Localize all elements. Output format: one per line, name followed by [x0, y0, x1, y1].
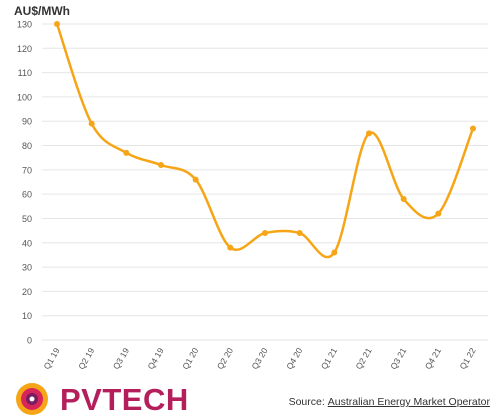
y-tick-label: 70 — [22, 165, 32, 175]
source-prefix: Source: — [288, 396, 325, 408]
data-point — [470, 125, 476, 132]
y-tick-label: 60 — [22, 190, 32, 200]
data-point — [192, 176, 199, 183]
x-tick-label: Q1 22 — [457, 346, 477, 371]
data-point — [88, 120, 95, 127]
y-tick-label: 130 — [17, 20, 32, 30]
x-tick-label: Q4 21 — [423, 346, 443, 371]
y-tick-label: 100 — [17, 92, 32, 102]
logo-text: PVTECH — [60, 382, 189, 417]
y-tick-label: 110 — [18, 68, 32, 78]
data-point — [400, 196, 407, 203]
logo-mark-icon — [16, 383, 48, 415]
x-tick-label: Q3 21 — [388, 346, 408, 371]
data-point — [435, 210, 442, 217]
data-point — [54, 21, 60, 27]
line-chart: 0 10 20 30 40 50 60 70 80 90 100 110 120 130 Q1 19 Q2 1… — [17, 20, 488, 371]
y-tick-label: 80 — [22, 141, 32, 151]
data-point — [331, 249, 338, 256]
y-tick-label: 120 — [17, 44, 32, 54]
x-tick-label: Q3 19 — [111, 346, 131, 371]
x-tick-label: Q3 20 — [249, 346, 269, 371]
y-tick-label: 20 — [22, 287, 32, 297]
x-tick-label: Q4 20 — [284, 346, 304, 371]
y-axis-title: AU$/MWh — [14, 4, 70, 18]
footer: PVTECH Source: Australian Energy Market O… — [0, 378, 500, 419]
y-tick-label: 50 — [22, 214, 32, 224]
x-tick-label: Q2 20 — [215, 346, 235, 371]
x-tick-label: Q2 19 — [76, 346, 96, 371]
y-tick-label: 90 — [22, 117, 32, 127]
y-tick-label: 30 — [22, 263, 32, 273]
pvtech-logo: PVTECH — [12, 380, 188, 417]
x-tick-label: Q4 19 — [145, 346, 165, 371]
x-tick-label: Q1 19 — [41, 346, 61, 371]
source-link[interactable]: Australian Energy Market Operator — [327, 396, 490, 408]
data-point — [123, 149, 130, 156]
data-point — [227, 244, 234, 251]
data-point — [296, 230, 303, 237]
y-tick-label: 40 — [22, 238, 32, 248]
series-line — [55, 23, 475, 259]
data-point — [262, 230, 268, 237]
y-tick-label: 0 — [27, 336, 32, 346]
x-tick-label: Q1 20 — [180, 346, 200, 371]
source-note: Source: Australian Energy Market Operator — [289, 396, 490, 408]
data-point — [158, 161, 164, 168]
x-tick-label: Q2 21 — [353, 346, 373, 371]
y-tick-label: 10 — [22, 311, 32, 321]
data-point — [366, 130, 372, 137]
x-tick-label: Q1 21 — [319, 346, 339, 371]
